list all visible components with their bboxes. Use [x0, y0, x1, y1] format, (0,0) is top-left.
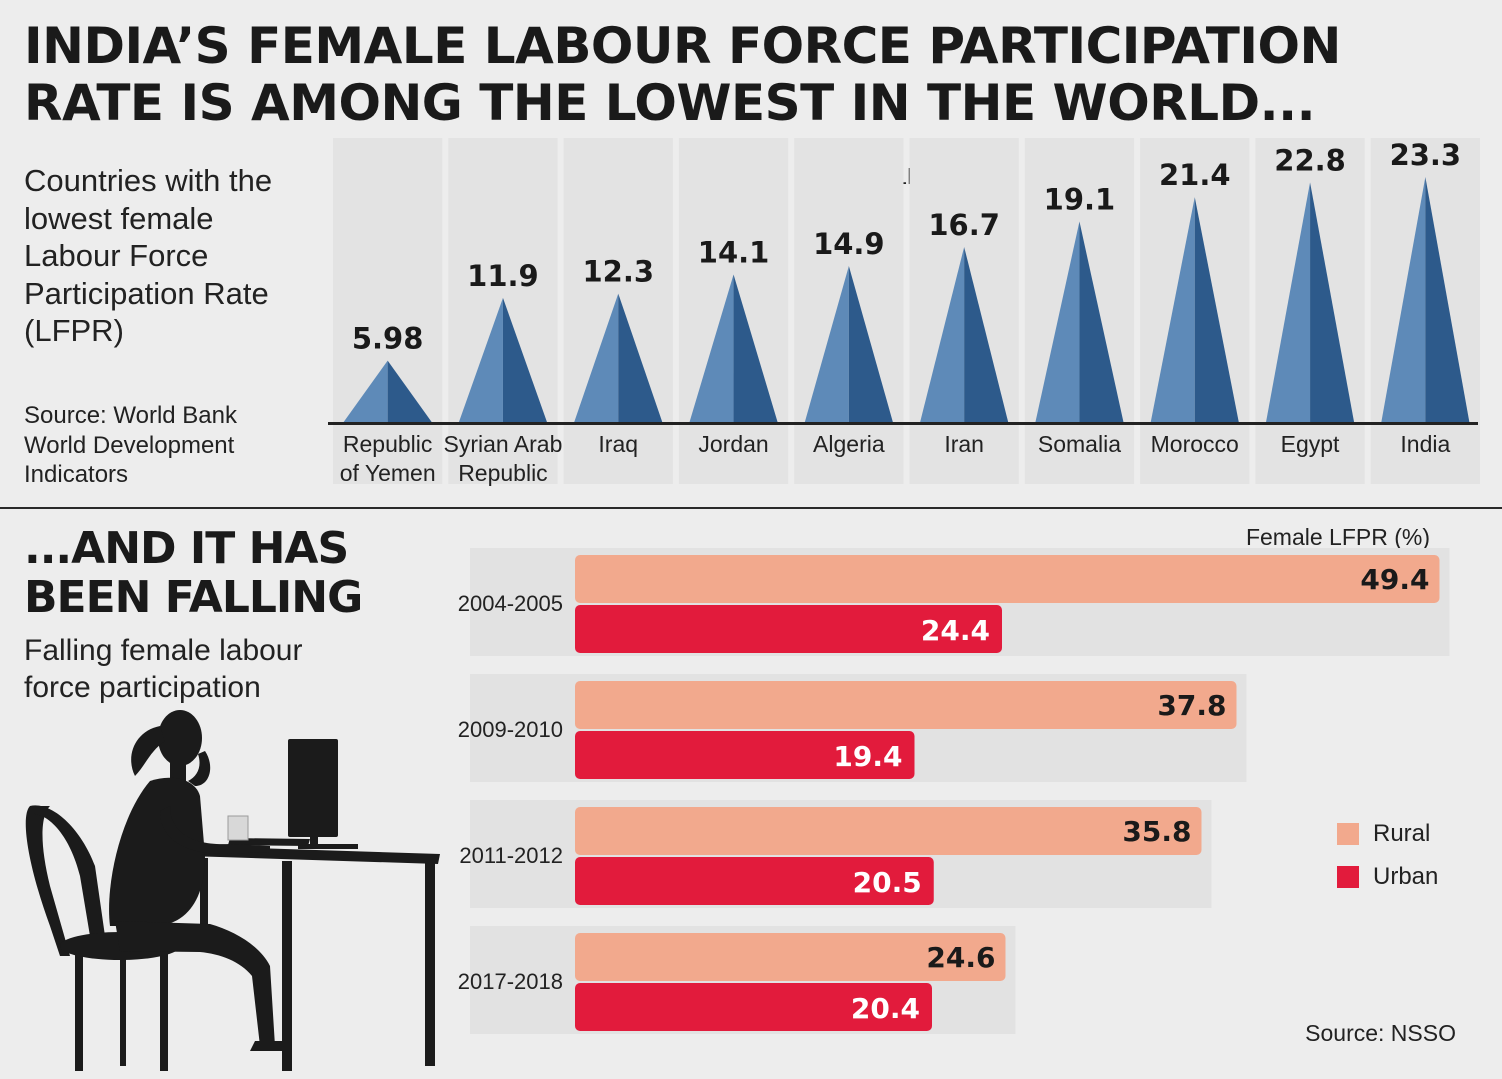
top-chart-source: Source: World Bank World Development Ind…	[24, 401, 324, 490]
chart-legend: Rural Urban	[1337, 812, 1438, 898]
pyramid-value-label: 12.3	[582, 255, 654, 289]
title-line-2: rate is among the lowest in the world...	[24, 74, 1316, 132]
section-divider	[0, 507, 1502, 509]
description-line-5: (LFPR)	[24, 313, 124, 348]
rural-bar	[575, 555, 1440, 603]
subtitle-line-2: been falling	[24, 572, 363, 623]
bar-group-band	[470, 674, 1247, 782]
pyramid-left-face	[574, 293, 619, 422]
pyramid-category-label: Syrian Arab	[443, 431, 562, 457]
urban-value-label: 20.4	[851, 992, 920, 1025]
urban-value-label: 20.5	[853, 866, 922, 899]
rural-value-label: 24.6	[926, 941, 995, 974]
pyramid-value-label: 14.1	[698, 236, 770, 270]
woman-at-computer-illustration	[25, 710, 440, 1071]
pyramid-right-face	[387, 360, 432, 422]
pyramid-left-face	[689, 274, 734, 422]
bottom-chart-source: Source: NSSO	[1305, 1020, 1456, 1046]
pyramid-left-face	[458, 297, 503, 422]
subtitle-line-1: ...And it has	[24, 523, 349, 574]
pyramid-category-label: Algeria	[813, 431, 885, 457]
pyramid-left-face	[1150, 197, 1195, 422]
bar-group-band	[470, 548, 1450, 656]
legend-swatch-rural	[1337, 822, 1359, 845]
legend-label-rural: Rural	[1373, 819, 1431, 847]
pyramid-category-label: Republic	[458, 460, 548, 486]
pyramid-right-face	[502, 297, 547, 422]
legend-item-urban: Urban	[1337, 855, 1438, 898]
pyramid-baseline	[328, 422, 1478, 425]
pyramid-category-label: Iran	[944, 431, 984, 457]
pyramid-right-face	[1079, 221, 1124, 422]
pyramid-category-label: Iraq	[598, 431, 638, 457]
pyramid-category-label: Jordan	[698, 431, 768, 457]
title-line-1: India’s female labour force participatio…	[24, 17, 1341, 75]
urban-bar	[575, 983, 932, 1031]
rural-value-label: 49.4	[1360, 563, 1429, 596]
rural-bar	[575, 681, 1237, 729]
urban-bar	[575, 857, 934, 905]
pyramid-left-face	[804, 266, 849, 422]
pyramid-right-face	[964, 246, 1009, 422]
description-line-4: Participation Rate	[24, 275, 269, 311]
pyramid-left-face	[343, 360, 388, 422]
urban-value-label: 24.4	[921, 614, 990, 647]
page-title: India’s female labour force participatio…	[24, 18, 1484, 132]
subdescription-line-1: Falling female labour	[24, 634, 303, 667]
pyramid-right-face	[618, 293, 663, 422]
rural-bar	[575, 933, 1006, 981]
legend-swatch-urban	[1337, 865, 1359, 888]
section-subdescription: Falling female labour force participatio…	[24, 632, 424, 706]
pyramid-category-label: of Yemen	[340, 460, 436, 486]
pyramid-category-label: Republic	[343, 431, 433, 457]
pyramid-left-face	[1035, 221, 1080, 422]
bar-category-label: 2011-2012	[459, 843, 563, 868]
pyramid-right-face	[848, 266, 893, 422]
pyramid-category-label: Morocco	[1151, 431, 1239, 457]
pyramid-category-label: Somalia	[1038, 431, 1121, 457]
source-top-line-1: Source: World Bank	[24, 402, 237, 429]
pyramid-value-label: 5.98	[352, 322, 424, 356]
rural-value-label: 37.8	[1157, 689, 1226, 722]
subdescription-line-2: force participation	[24, 671, 261, 704]
urban-value-label: 19.4	[833, 740, 902, 773]
pyramid-right-face	[733, 274, 778, 422]
pyramid-value-label: 21.4	[1159, 158, 1231, 192]
pyramid-right-face	[1425, 177, 1470, 422]
source-top-line-3: Indicators	[24, 461, 129, 488]
pyramid-value-label: 23.3	[1390, 138, 1462, 172]
bar-category-label: 2009-2010	[458, 717, 563, 742]
pyramid-right-face	[1310, 182, 1355, 422]
pyramid-value-label: 14.9	[813, 227, 885, 261]
section-subtitle: ...And it has been falling	[24, 524, 424, 622]
pyramid-category-label: India	[1400, 431, 1450, 457]
pyramid-value-label: 19.1	[1044, 183, 1116, 217]
pyramid-value-label: 11.9	[467, 259, 539, 293]
legend-item-rural: Rural	[1337, 812, 1438, 855]
pyramid-category-label: Egypt	[1281, 431, 1340, 457]
legend-label-urban: Urban	[1373, 862, 1439, 890]
description-line-2: lowest female	[24, 200, 214, 236]
source-top-line-2: World Development	[24, 431, 235, 459]
bar-category-label: 2017-2018	[458, 969, 563, 994]
description-line-1: Countries with the	[24, 163, 273, 198]
pyramid-left-face	[1266, 182, 1311, 422]
bar-chart-label: Female LFPR (%)	[1246, 524, 1430, 550]
urban-bar	[575, 605, 1002, 653]
pyramid-column-band	[333, 138, 443, 484]
pyramid-left-face	[920, 246, 965, 422]
rural-value-label: 35.8	[1122, 815, 1191, 848]
pyramid-value-label: 16.7	[928, 208, 1000, 242]
pyramid-right-face	[1194, 197, 1239, 422]
bar-group-band	[470, 800, 1212, 908]
bar-group-band	[470, 926, 1016, 1034]
pyramid-value-label: 22.8	[1274, 143, 1346, 177]
top-chart-description: Countries with the lowest female Labour …	[24, 162, 314, 350]
urban-bar	[575, 731, 915, 779]
description-line-3: Labour Force	[24, 238, 209, 273]
pyramid-left-face	[1381, 177, 1426, 422]
rural-bar	[575, 807, 1202, 855]
bar-category-label: 2004-2005	[458, 591, 563, 616]
